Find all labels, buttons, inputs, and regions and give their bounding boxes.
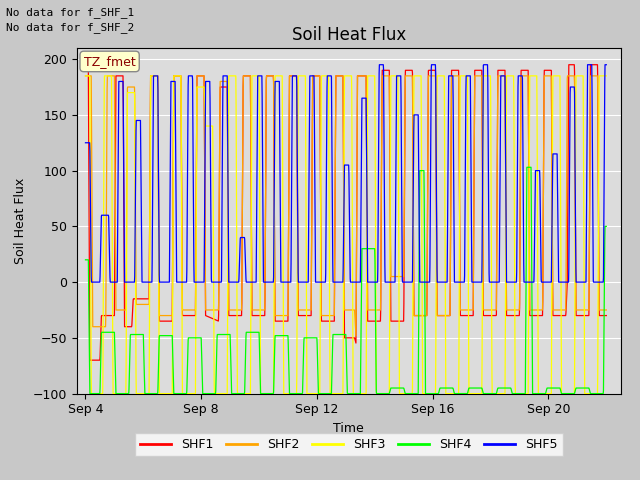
Text: TZ_fmet: TZ_fmet — [84, 55, 136, 68]
Text: No data for f_SHF_2: No data for f_SHF_2 — [6, 22, 134, 33]
Legend: SHF1, SHF2, SHF3, SHF4, SHF5: SHF1, SHF2, SHF3, SHF4, SHF5 — [134, 433, 563, 456]
Text: No data for f_SHF_1: No data for f_SHF_1 — [6, 7, 134, 18]
Y-axis label: Soil Heat Flux: Soil Heat Flux — [14, 178, 27, 264]
X-axis label: Time: Time — [333, 422, 364, 435]
Title: Soil Heat Flux: Soil Heat Flux — [292, 25, 406, 44]
